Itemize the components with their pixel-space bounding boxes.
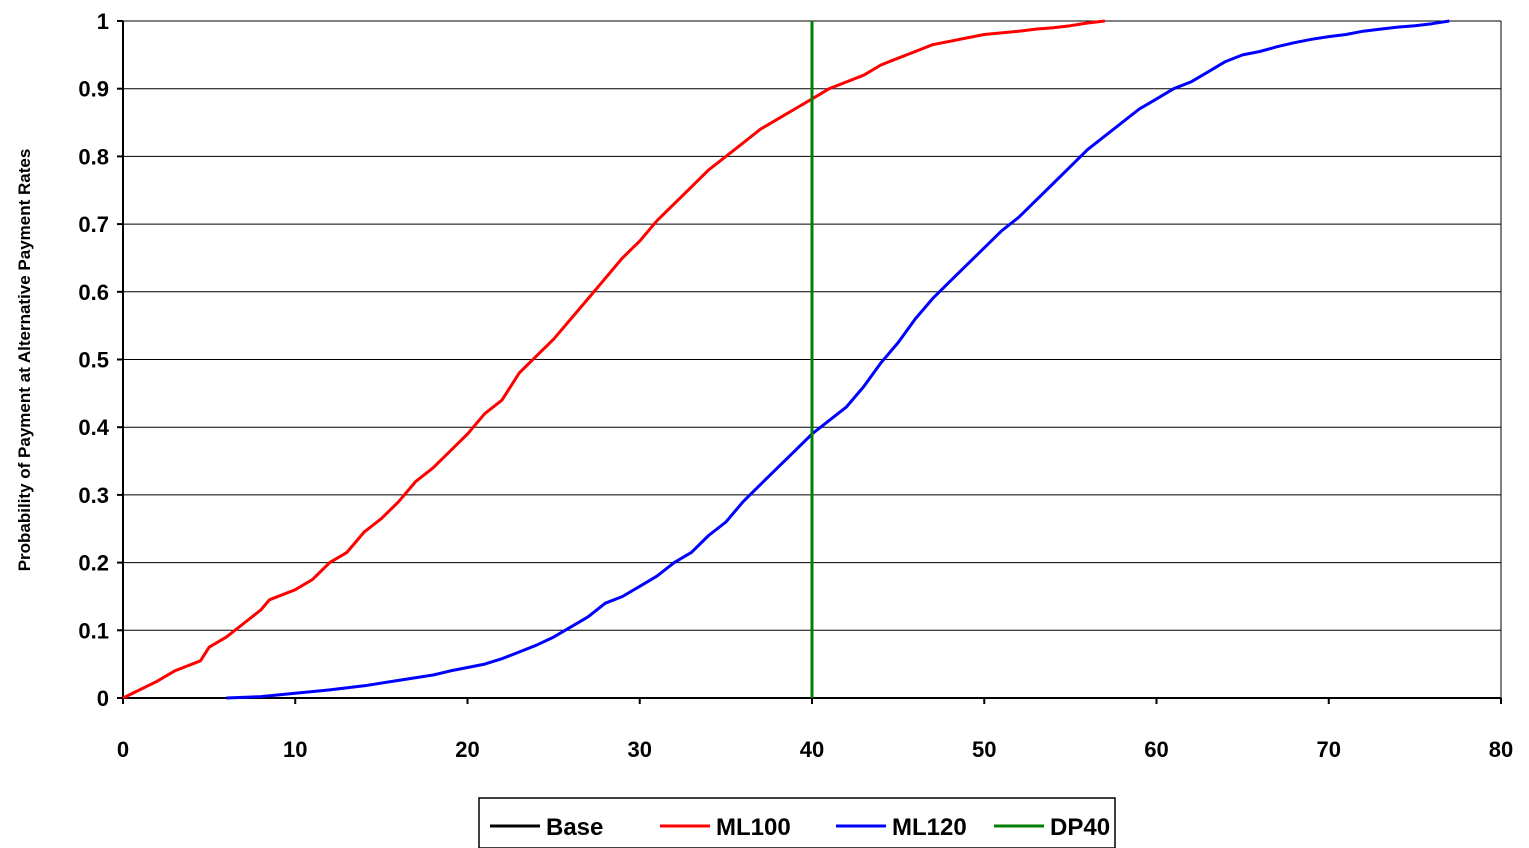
x-tick-labels: 0 10 20 30 40 50 60 70 80 — [117, 698, 1513, 762]
y-tick-label: 0.3 — [78, 483, 109, 508]
legend-label: Base — [546, 814, 603, 841]
y-tick-label: 0.6 — [78, 280, 109, 305]
x-tick-label: 60 — [1144, 737, 1168, 762]
y-tick-label: 0.7 — [78, 212, 109, 237]
legend: Base ML100 ML120 DP40 — [478, 797, 1116, 848]
y-tick-label: 0.5 — [78, 348, 109, 373]
x-tick-label: 70 — [1317, 737, 1341, 762]
y-tick-label: 1 — [97, 9, 109, 34]
y-axis-label: Probability of Payment at Alternative Pa… — [15, 149, 34, 572]
series-line-ml100 — [122, 19, 1105, 700]
legend-label: ML120 — [892, 814, 967, 841]
y-tick-label: 0.2 — [78, 551, 109, 576]
x-tick-label: 10 — [283, 737, 307, 762]
legend-entry-base: Base — [490, 814, 603, 841]
x-tick-label: 30 — [628, 737, 652, 762]
y-tick-labels: 0 0.1 0.2 0.3 0.4 0.5 0.6 0.7 0.8 0.9 1 — [78, 9, 123, 711]
legend-label: DP40 — [1050, 814, 1110, 841]
legend-label: ML100 — [716, 814, 791, 841]
y-tick-label: 0.8 — [78, 144, 109, 169]
x-tick-label: 50 — [972, 737, 996, 762]
series-lines — [122, 19, 1450, 700]
y-tick-label: 0.1 — [78, 618, 109, 643]
x-tick-label: 20 — [455, 737, 479, 762]
y-tick-label: 0 — [97, 686, 109, 711]
y-tick-label: 0.9 — [78, 77, 109, 102]
legend-entry-ml120: ML120 — [836, 814, 967, 841]
series-line-ml120 — [226, 19, 1450, 700]
legend-box — [478, 797, 1116, 848]
x-tick-label: 80 — [1489, 737, 1513, 762]
legend-entry-dp40: DP40 — [994, 814, 1110, 841]
y-tick-label: 0.4 — [78, 415, 109, 440]
legend-entry-ml100: ML100 — [660, 814, 791, 841]
x-tick-label: 0 — [117, 737, 129, 762]
x-tick-label: 40 — [800, 737, 824, 762]
